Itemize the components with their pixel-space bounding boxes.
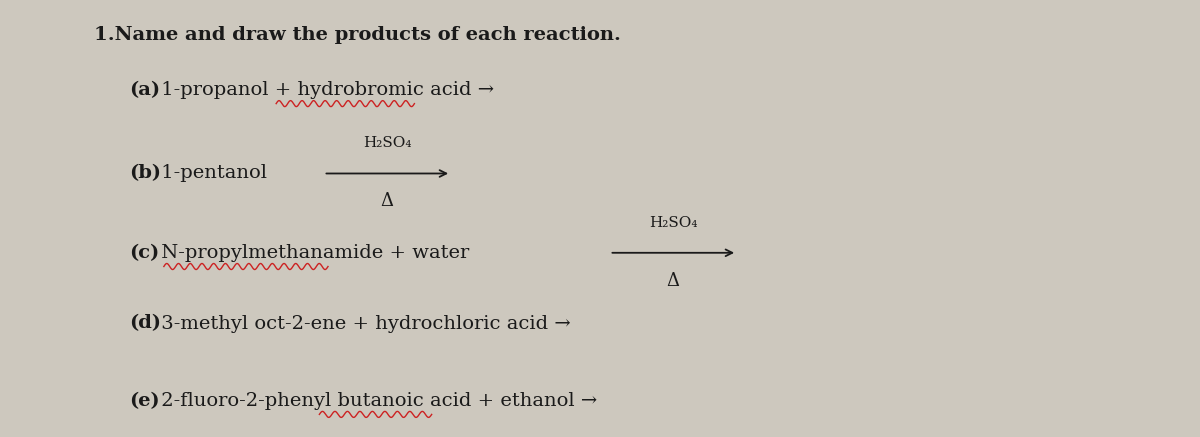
Text: 1-pentanol: 1-pentanol (155, 164, 268, 183)
Text: (d): (d) (130, 315, 161, 333)
Text: H₂SO₄: H₂SO₄ (364, 136, 412, 150)
Text: Δ: Δ (380, 192, 394, 210)
Text: H₂SO₄: H₂SO₄ (649, 216, 697, 230)
Text: (c): (c) (130, 244, 160, 262)
Text: (a): (a) (130, 81, 161, 99)
Text: (e): (e) (130, 392, 160, 409)
Text: 3-methyl oct-2-ene + hydrochloric acid →: 3-methyl oct-2-ene + hydrochloric acid → (155, 315, 571, 333)
Text: Δ: Δ (667, 272, 679, 290)
Text: (b): (b) (130, 164, 161, 183)
Text: 1.Name and draw the products of each reaction.: 1.Name and draw the products of each rea… (94, 26, 620, 44)
Text: 1-propanol + hydrobromic acid →: 1-propanol + hydrobromic acid → (155, 81, 494, 99)
Text: 2-fluoro-2-phenyl butanoic acid + ethanol →: 2-fluoro-2-phenyl butanoic acid + ethano… (155, 392, 598, 409)
Text: N-propylmethanamide + water: N-propylmethanamide + water (155, 244, 469, 262)
